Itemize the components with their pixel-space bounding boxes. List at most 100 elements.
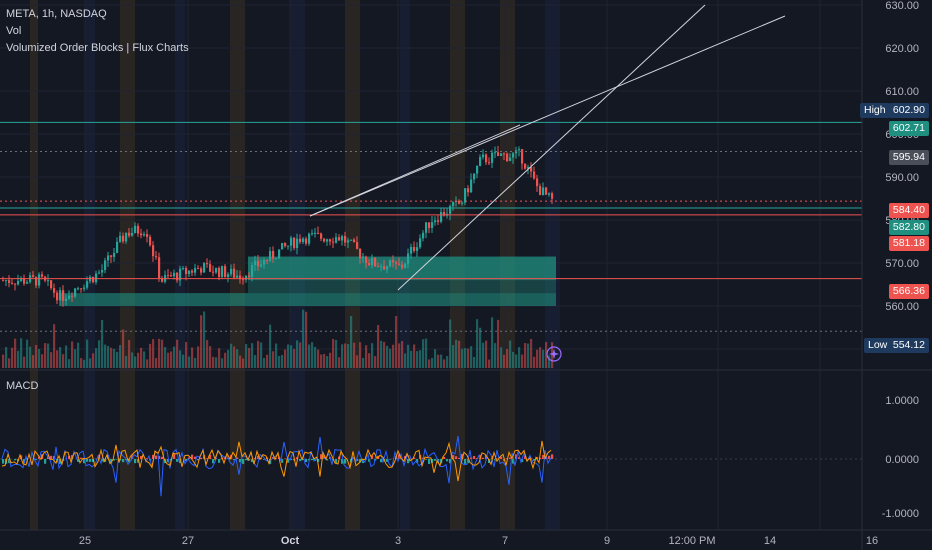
volume-bar [320, 354, 323, 368]
volume-bar [17, 350, 20, 368]
volume-bar [242, 358, 245, 368]
candle-body [236, 275, 239, 278]
candle-body [419, 238, 422, 248]
candle-body [458, 200, 461, 204]
candle-body [467, 188, 470, 193]
volume-bar [95, 348, 98, 368]
candle-body [218, 267, 221, 277]
macd-histogram-bar [257, 456, 260, 459]
volume-bar [470, 346, 473, 368]
candle-body [533, 171, 536, 179]
volume-bar [305, 311, 308, 368]
high-label: High [860, 103, 890, 118]
candle-body [128, 232, 131, 236]
volume-bar [308, 344, 311, 368]
time-tick-label: 3 [395, 535, 401, 547]
volume-bar [5, 347, 8, 368]
volume-bar [542, 349, 545, 368]
volume-bar [413, 344, 416, 368]
volume-bar [419, 350, 422, 368]
macd-histogram-bar [77, 459, 80, 462]
candle-body [476, 165, 479, 174]
candle-body [509, 157, 512, 162]
candle-body [65, 298, 68, 301]
macd-histogram-bar [158, 456, 161, 459]
macd-histogram-bar [302, 459, 305, 461]
volume-bar [122, 329, 125, 368]
candle-body [470, 179, 473, 193]
macd-histogram-bar [275, 458, 278, 459]
macd-histogram-bar [71, 455, 74, 459]
candle-body [338, 237, 341, 241]
macd-histogram-bar [305, 459, 308, 463]
price-level-2: 595.94 [888, 150, 929, 165]
volume-bar [530, 338, 533, 368]
volume-bar [197, 346, 200, 368]
low-value: 554.12 [888, 338, 929, 353]
candle-body [194, 268, 197, 273]
volume-bar [143, 351, 146, 368]
candle-body [56, 292, 59, 301]
candle-body [170, 275, 173, 277]
candle-body [137, 225, 140, 234]
volume-bar [107, 346, 110, 368]
candle-body [407, 253, 410, 264]
macd-plot [0, 435, 862, 497]
macd-histogram-bar [80, 457, 83, 459]
macd-histogram-bar [458, 457, 461, 459]
candle-body [365, 256, 368, 264]
macd-histogram-bar [389, 459, 392, 460]
volume-bar [92, 353, 95, 368]
candle-body [239, 275, 242, 280]
session-band [30, 0, 38, 530]
macd-histogram-bar [50, 455, 53, 459]
macd-histogram-bar [356, 459, 359, 461]
volume-bar [137, 352, 140, 368]
volume-bar [434, 349, 437, 368]
volume-bar [221, 358, 224, 368]
volume-bar [431, 357, 434, 368]
candle-body [317, 232, 320, 234]
macd-histogram-bar [200, 457, 203, 459]
candle-body [122, 235, 125, 242]
macd-histogram-bar [386, 459, 389, 462]
candle-body [185, 268, 188, 275]
volume-bar [467, 348, 470, 368]
volume-bar [20, 338, 23, 368]
order-block [60, 293, 556, 306]
volume-bar [104, 344, 107, 368]
volume-bar [527, 343, 530, 368]
candle-body [113, 252, 116, 257]
candle-body [281, 243, 284, 250]
macd-histogram-bar [14, 459, 17, 461]
trend-line [397, 4, 706, 291]
volume-bar [422, 339, 425, 368]
candle-body [425, 222, 428, 233]
macd-histogram-bar [290, 459, 293, 460]
candle-body [35, 276, 38, 286]
candlesticks [2, 145, 554, 307]
volume-bar [86, 339, 89, 368]
macd-histogram-bar [35, 459, 38, 460]
volume-bar [356, 355, 359, 368]
target-icon[interactable] [546, 346, 562, 362]
volume-bar [551, 342, 554, 368]
volume-bar [11, 347, 14, 368]
candle-body [116, 241, 119, 253]
macd-line [1, 435, 552, 497]
volume-bar [173, 346, 176, 368]
candle-body [272, 251, 275, 259]
volume-bar [278, 355, 281, 368]
volume-bar [458, 340, 461, 368]
macd-histogram-bar [425, 459, 428, 460]
candle-body [26, 282, 29, 284]
macd-histogram-bar [545, 457, 548, 459]
volume-bar [476, 319, 479, 368]
candle-body [344, 236, 347, 243]
macd-histogram-bar [335, 459, 338, 464]
candle-body [449, 206, 452, 214]
macd-histogram-bar [128, 459, 131, 463]
candle-body [410, 246, 413, 254]
volume-bar [218, 348, 221, 368]
